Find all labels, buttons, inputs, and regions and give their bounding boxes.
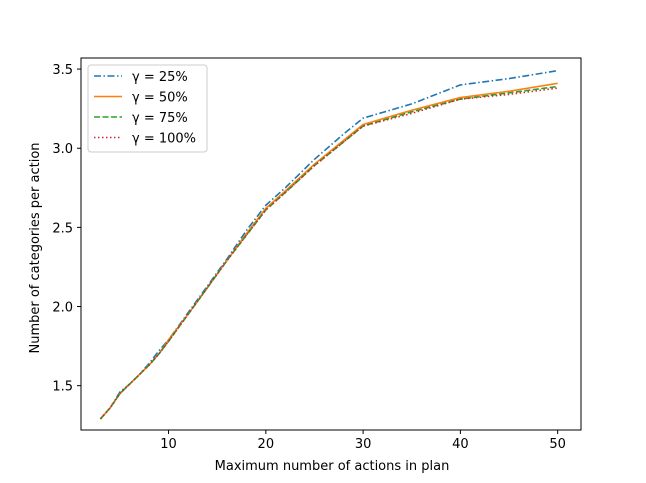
x-tick-label: 30 bbox=[355, 437, 372, 452]
x-tick-label: 50 bbox=[549, 437, 566, 452]
legend-label: γ = 25% bbox=[132, 70, 188, 85]
legend-label: γ = 50% bbox=[132, 91, 188, 106]
series-line-4 bbox=[99, 87, 558, 420]
series-line-2 bbox=[99, 82, 558, 420]
legend: γ = 25% γ = 50% γ = 75% γ = 100% bbox=[87, 64, 208, 153]
x-tick-label: 10 bbox=[160, 437, 177, 452]
x-tick-label: 40 bbox=[452, 437, 469, 452]
y-tick-label: 3.5 bbox=[52, 63, 73, 78]
axes-frame bbox=[80, 57, 582, 431]
y-tick-label: 2.5 bbox=[52, 221, 73, 236]
legend-box bbox=[87, 64, 208, 153]
plot-area: 10 20 30 40 50 1.5 2.0 2.5 3.0 3.5 bbox=[52, 57, 582, 452]
x-tick-label: 20 bbox=[258, 437, 275, 452]
legend-label: γ = 100% bbox=[132, 132, 196, 147]
series-line-3 bbox=[99, 85, 558, 420]
legend-label: γ = 75% bbox=[132, 111, 188, 126]
y-tick-label: 2.0 bbox=[52, 301, 73, 316]
x-axis-label: Maximum number of actions in plan bbox=[215, 459, 450, 474]
y-tick-label: 1.5 bbox=[52, 380, 73, 395]
y-tick-label: 3.0 bbox=[52, 142, 73, 157]
y-axis-label: Number of categories per action bbox=[28, 142, 43, 353]
